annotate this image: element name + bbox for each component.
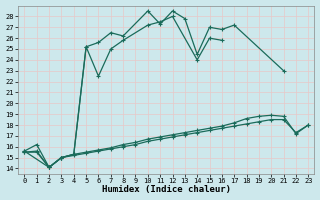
X-axis label: Humidex (Indice chaleur): Humidex (Indice chaleur) <box>102 185 231 194</box>
